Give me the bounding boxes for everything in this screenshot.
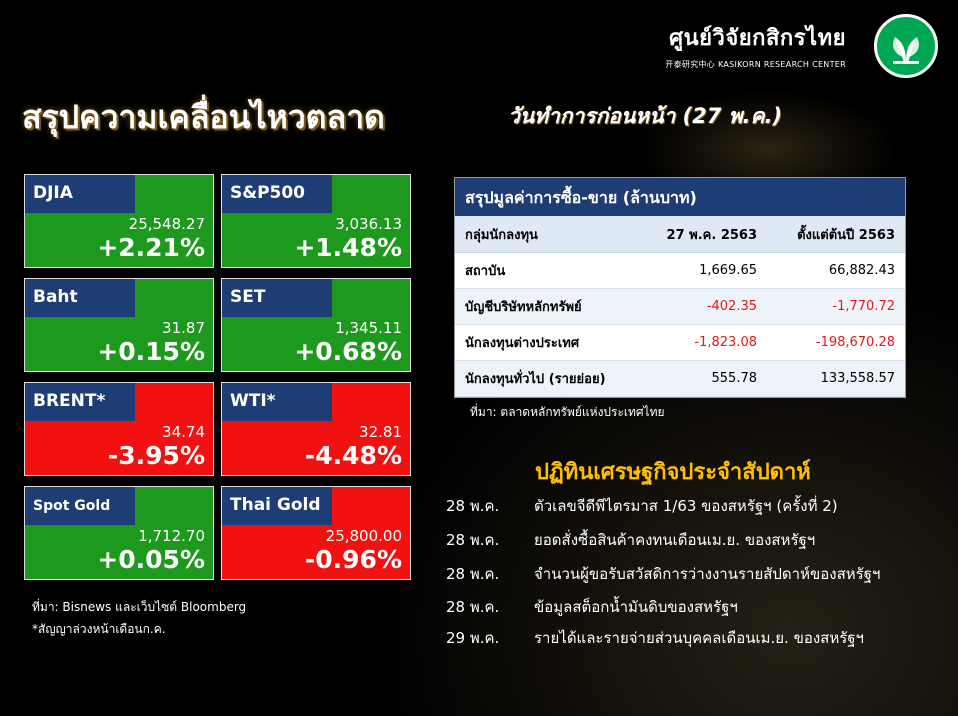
calendar-text: จำนวนผู้ขอรับสวัสดิการว่างงานรายสัปดาห์ข… [534,565,881,583]
table-cell: 66,882.43 [828,263,895,278]
table-cell: 555.78 [711,371,758,386]
table-row: บัญชีบริษัทหลักทรัพย์ -402.35 -1,770.72 [455,289,905,325]
table-cell: -1,823.08 [694,335,757,350]
tile-name: S&P500 [222,175,332,213]
calendar-title: ปฏิทินเศรษฐกิจประจำสัปดาห์ [535,460,811,485]
tile-value: 25,548.27 [128,215,205,233]
calendar-date: 28 พ.ค. [446,497,500,515]
tile-change: -0.96% [304,545,402,574]
tile-set: SET 1,345.11 +0.68% [221,278,411,372]
tile-change: +0.15% [97,337,205,366]
tile-value: 31.87 [162,319,205,337]
tile-name: BRENT* [25,383,135,421]
table-header: 27 พ.ค. 2563 [666,227,757,243]
calendar-date: 29 พ.ค. [446,629,500,647]
calendar-item: 28 พ.ค. จำนวนผู้ขอรับสวัสดิการว่างงานรายส… [446,562,880,586]
table-cell: สถาบัน [465,264,506,279]
tile-value: 3,036.13 [335,215,402,233]
tile-value: 34.74 [162,423,205,441]
calendar-date: 28 พ.ค. [446,598,500,616]
tile-name: DJIA [25,175,135,213]
table-title: สรุปมูลค่าการซื้อ-ขาย (ล้านบาท) [455,178,905,216]
tile-wti: WTI* 32.81 -4.48% [221,382,411,476]
tile-djia: DJIA 25,548.27 +2.21% [24,174,214,268]
table-cell: -198,670.28 [815,335,895,350]
calendar-text: ยอดสั่งซื้อสินค้าคงทนเดือนเม.ย. ของสหรัฐ… [534,531,816,549]
tile-name: WTI* [222,383,332,421]
tile-change: +0.05% [97,545,205,574]
logo-subtitle: 开泰研究中心 KASIKORN RESEARCH CENTER [665,60,846,69]
calendar-date: 28 พ.ค. [446,565,500,583]
page-subtitle: วันทำการก่อนหน้า (27 พ.ค.) [508,104,783,128]
calendar-item: 28 พ.ค. ตัวเลขจีดีพีไตรมาส 1/63 ของสหรัฐฯ… [446,494,838,518]
table-cell: 133,558.57 [820,371,895,386]
table-cell: นักลงทุนต่างประเทศ [465,336,580,351]
calendar-date: 28 พ.ค. [446,531,500,549]
table-header-row: กลุ่มนักลงทุน 27 พ.ค. 2563 ตั้งแต่ต้นปี … [455,216,905,253]
tile-name: Thai Gold [222,487,332,525]
kasikorn-research-logo: ศูนย์วิจัยกสิกรไทย 开泰研究中心 KASIKORN RESEA… [618,14,938,82]
table-header: ตั้งแต่ต้นปี 2563 [797,227,895,243]
tile-value: 32.81 [359,423,402,441]
tiles-note: *สัญญาล่วงหน้าเดือนก.ค. [32,622,166,636]
tile-baht: Baht 31.87 +0.15% [24,278,214,372]
calendar-text: ข้อมูลสต็อกน้ำมันดิบของสหรัฐฯ [534,598,738,616]
tile-brent: BRENT* 34.74 -3.95% [24,382,214,476]
table-cell: -402.35 [706,299,757,314]
calendar-item: 28 พ.ค. ข้อมูลสต็อกน้ำมันดิบของสหรัฐฯ [446,595,738,619]
tile-thai-gold: Thai Gold 25,800.00 -0.96% [221,486,411,580]
calendar-text: ตัวเลขจีดีพีไตรมาส 1/63 ของสหรัฐฯ (ครั้ง… [534,497,838,515]
table-cell: บัญชีบริษัทหลักทรัพย์ [465,300,582,315]
kbank-leaf-icon [874,14,938,78]
trading-value-table: สรุปมูลค่าการซื้อ-ขาย (ล้านบาท) กลุ่มนัก… [454,177,906,398]
table-source: ที่มา: ตลาดหลักทรัพย์แห่งประเทศไทย [470,405,665,419]
logo-text: ศูนย์วิจัยกสิกรไทย 开泰研究中心 KASIKORN RESEA… [665,20,846,70]
table-row: นักลงทุนทั่วไป (รายย่อย) 555.78 133,558.… [455,361,905,397]
tiles-source: ที่มา: Bisnews และเว็บไซต์ Bloomberg [32,600,247,614]
tile-change: +1.48% [294,233,402,262]
table-row: สถาบัน 1,669.65 66,882.43 [455,253,905,289]
tile-change: -4.48% [304,441,402,470]
tile-spot-gold: Spot Gold 1,712.70 +0.05% [24,486,214,580]
calendar-text: รายได้และรายจ่ายส่วนบุคคลเดือนเม.ย. ของส… [534,629,864,647]
tile-change: +0.68% [294,337,402,366]
table-cell: นักลงทุนทั่วไป (รายย่อย) [465,372,606,387]
calendar-item: 28 พ.ค. ยอดสั่งซื้อสินค้าคงทนเดือนเม.ย. ข… [446,528,815,552]
calendar-item: 29 พ.ค. รายได้และรายจ่ายส่วนบุคคลเดือนเม.… [446,626,864,650]
tile-name: Baht [25,279,135,317]
tile-value: 1,712.70 [138,527,205,545]
tile-change: -3.95% [107,441,205,470]
tile-name: Spot Gold [25,487,135,525]
tile-value: 25,800.00 [325,527,402,545]
tile-value: 1,345.11 [335,319,402,337]
tile-sp500: S&P500 3,036.13 +1.48% [221,174,411,268]
tile-name: SET [222,279,332,317]
table-header: กลุ่มนักลงทุน [465,227,538,243]
page-title: สรุปความเคลื่อนไหวตลาด [22,98,385,136]
tile-change: +2.21% [97,233,205,262]
table-cell: -1,770.72 [832,299,895,314]
table-cell: 1,669.65 [699,263,757,278]
table-row: นักลงทุนต่างประเทศ -1,823.08 -198,670.28 [455,325,905,361]
logo-name: ศูนย์วิจัยกสิกรไทย [669,26,846,51]
